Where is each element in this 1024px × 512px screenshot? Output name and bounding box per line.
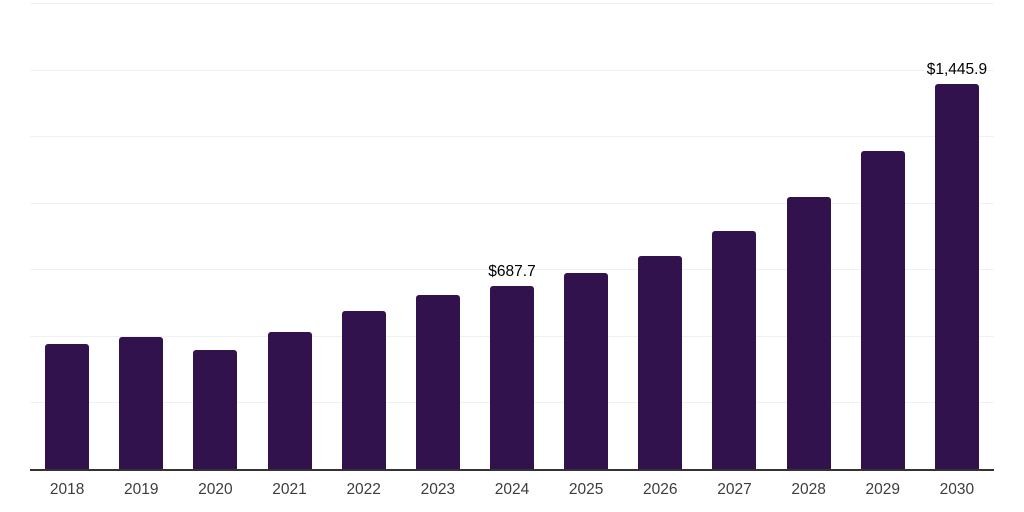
x-tick-label-2027: 2027 bbox=[717, 481, 752, 498]
bar-2029 bbox=[860, 151, 905, 469]
x-axis-labels: 2018 2019 2020 2021 2022 2023 2024 2025 2026 2027… bbox=[30, 481, 994, 503]
bar-2024 bbox=[490, 285, 534, 469]
gridline-1750 bbox=[30, 3, 994, 4]
x-tick-label-2022: 2022 bbox=[346, 481, 381, 498]
x-tick-label-2020: 2020 bbox=[198, 481, 233, 498]
x-tick-label-2019: 2019 bbox=[123, 481, 159, 498]
data-label-2024: $687.7 bbox=[488, 262, 536, 280]
x-tick-label-2023: 2023 bbox=[420, 481, 456, 498]
data-label-2030: $1,445.9 bbox=[926, 60, 988, 78]
bar-2025 bbox=[564, 273, 609, 469]
bar-2019 bbox=[119, 337, 164, 469]
bar-2020 bbox=[193, 349, 238, 469]
x-tick-label-2028: 2028 bbox=[791, 481, 826, 498]
gridline-1000 bbox=[30, 202, 994, 204]
bar-2030 bbox=[934, 83, 979, 469]
x-tick-label-2030: 2030 bbox=[939, 481, 975, 498]
x-tick-label-2021: 2021 bbox=[272, 481, 307, 498]
bar-2028 bbox=[786, 197, 831, 469]
x-tick-label-2024: 2024 bbox=[494, 481, 530, 498]
x-tick-label-2026: 2026 bbox=[643, 481, 678, 498]
gridline-1250 bbox=[30, 136, 994, 138]
x-axis-line bbox=[30, 469, 994, 471]
bar-2023 bbox=[415, 295, 460, 469]
bar-2018 bbox=[45, 344, 90, 469]
plot-area: $687.7 $1,445.9 bbox=[30, 3, 994, 471]
bar-2021 bbox=[267, 331, 312, 469]
bar-2026 bbox=[638, 255, 683, 469]
bar-2027 bbox=[712, 230, 757, 469]
x-tick-label-2025: 2025 bbox=[568, 481, 604, 498]
gridline-1500 bbox=[30, 69, 994, 71]
gridline-750 bbox=[30, 269, 994, 271]
x-tick-label-2018: 2018 bbox=[49, 481, 85, 498]
bar-2022 bbox=[341, 311, 386, 469]
x-tick-label-2029: 2029 bbox=[865, 481, 900, 498]
